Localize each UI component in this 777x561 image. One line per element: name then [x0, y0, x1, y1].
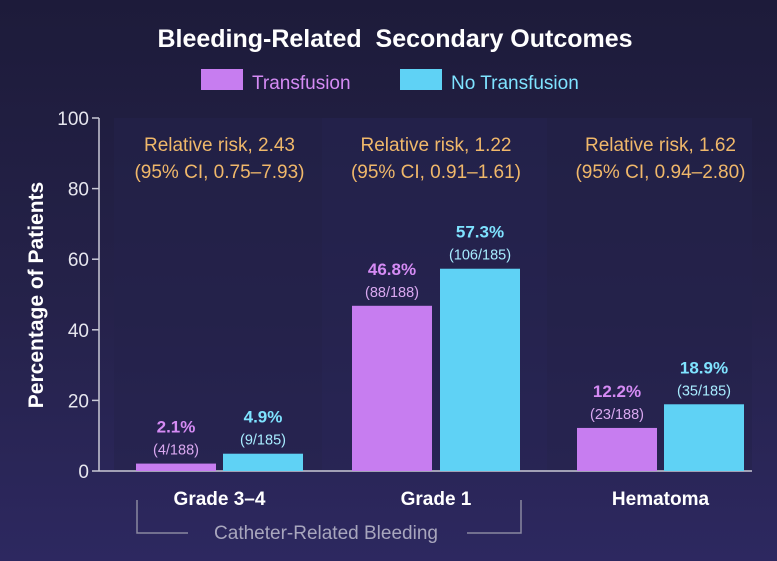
bar-transfusion-0 — [136, 464, 216, 471]
bar-count-label: (9/185) — [240, 433, 286, 449]
legend-label-transfusion: Transfusion — [252, 73, 351, 94]
y-tick-label: 100 — [57, 109, 89, 130]
bar-no-transfusion-1 — [440, 269, 520, 471]
legend-label-no-transfusion: No Transfusion — [451, 73, 579, 94]
category-label: Grade 1 — [401, 489, 472, 510]
bar-count-label: (88/188) — [365, 285, 419, 301]
bar-count-label: (106/185) — [449, 248, 511, 264]
bar-count-label: (23/188) — [590, 407, 644, 423]
bar-transfusion-2 — [577, 428, 657, 471]
y-tick-label: 20 — [68, 391, 89, 412]
bar-value-label: 57.3% — [456, 223, 504, 242]
category-label: Hematoma — [612, 489, 710, 510]
bar-no-transfusion-0 — [223, 454, 303, 471]
y-tick-label: 40 — [68, 321, 89, 342]
y-tick-label: 80 — [68, 180, 89, 201]
bar-value-label: 2.1% — [157, 418, 196, 437]
bar-value-label: 18.9% — [680, 358, 728, 377]
confidence-interval-label: (95% CI, 0.91–1.61) — [351, 162, 521, 183]
bar-count-label: (4/188) — [153, 443, 199, 459]
y-tick-label: 0 — [78, 462, 89, 483]
bar-count-label: (35/185) — [677, 383, 731, 399]
y-axis-label: Percentage of Patients — [25, 182, 48, 408]
bar-value-label: 46.8% — [368, 260, 416, 279]
confidence-interval-label: (95% CI, 0.94–2.80) — [575, 162, 745, 183]
confidence-interval-label: (95% CI, 0.75–7.93) — [134, 162, 304, 183]
category-label: Grade 3–4 — [174, 489, 266, 510]
y-tick-label: 60 — [68, 250, 89, 271]
legend-swatch-transfusion — [201, 69, 243, 90]
bar-value-label: 12.2% — [593, 382, 641, 401]
chart-canvas: Bleeding-Related Secondary Outcomes Tran… — [0, 0, 777, 561]
bar-transfusion-1 — [352, 306, 432, 471]
group-label: Catheter-Related Bleeding — [214, 523, 438, 544]
relative-risk-label: Relative risk, 1.22 — [360, 135, 511, 156]
legend-swatch-no-transfusion — [400, 69, 442, 90]
bar-value-label: 4.9% — [244, 408, 283, 427]
bar-no-transfusion-2 — [664, 404, 744, 471]
relative-risk-label: Relative risk, 1.62 — [585, 135, 736, 156]
chart-title: Bleeding-Related Secondary Outcomes — [157, 25, 632, 53]
relative-risk-label: Relative risk, 2.43 — [144, 135, 295, 156]
